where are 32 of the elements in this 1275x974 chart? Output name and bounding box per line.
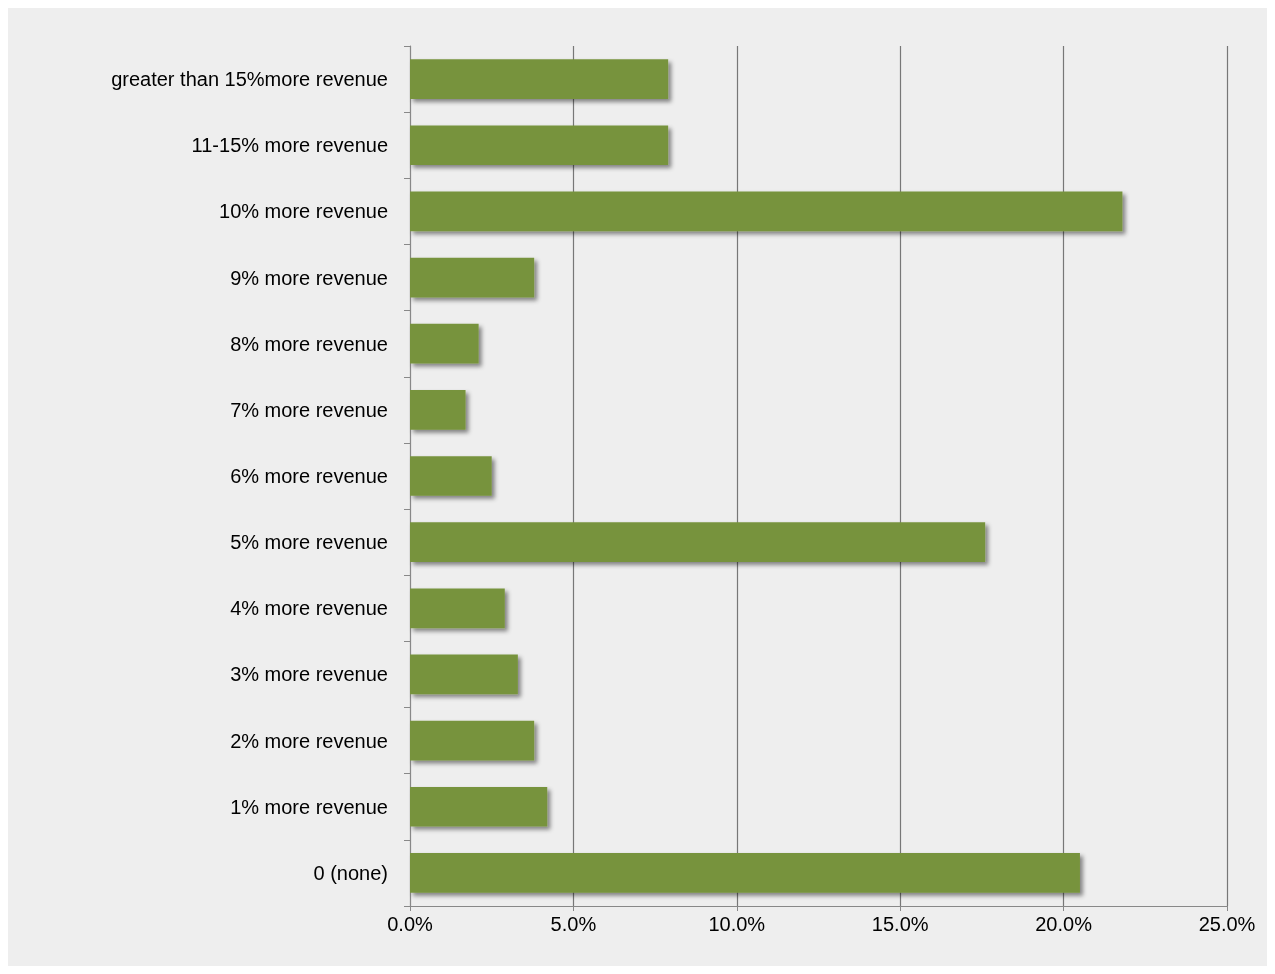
bar — [410, 257, 535, 298]
y-tick-label: 2% more revenue — [230, 729, 388, 752]
x-tick-label: 15.0% — [871, 913, 929, 935]
x-tick-label: 5.0% — [550, 913, 597, 935]
y-tick-label: 8% more revenue — [230, 332, 388, 355]
y-tick-label: 11-15% more revenue — [191, 134, 388, 157]
bar — [410, 125, 669, 166]
bar — [410, 588, 505, 629]
y-tick-label: greater than 15%more revenue — [111, 68, 388, 91]
y-tick-label: 1% more revenue — [230, 795, 388, 818]
y-tick-label: 6% more revenue — [230, 465, 388, 487]
bar — [410, 786, 548, 827]
x-tick-label: 10.0% — [708, 913, 766, 935]
bar — [410, 654, 518, 695]
bar — [410, 853, 1080, 893]
y-tick-label: 10% more revenue — [219, 200, 388, 223]
x-tick-label: 25.0% — [1198, 913, 1256, 935]
bar — [410, 390, 466, 430]
bar — [410, 323, 479, 364]
y-tick-label: 4% more revenue — [230, 597, 388, 620]
bar — [410, 59, 669, 99]
y-tick-label: 0 (none) — [313, 861, 388, 884]
x-tick-label: 0.0% — [387, 913, 434, 935]
y-tick-label: 9% more revenue — [230, 266, 388, 289]
y-tick-label: 7% more revenue — [230, 398, 388, 421]
x-tick-label: 20.0% — [1035, 913, 1093, 935]
bar — [410, 456, 492, 496]
bar — [410, 720, 535, 761]
bar — [410, 522, 986, 562]
y-tick-label: 3% more revenue — [230, 663, 388, 686]
bar — [410, 191, 1123, 232]
y-tick-label: 5% more revenue — [230, 531, 388, 554]
